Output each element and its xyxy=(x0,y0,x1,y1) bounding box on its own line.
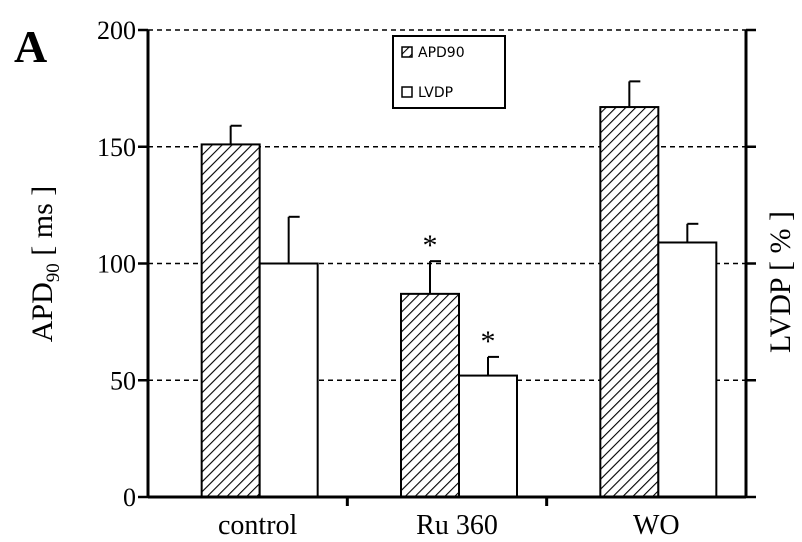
y-tick-label-50: 50 xyxy=(110,366,136,395)
bar-apd90-1 xyxy=(400,292,460,499)
x-tick-label-0: control xyxy=(218,510,298,541)
y-tick-label-150: 150 xyxy=(97,133,136,162)
x-tick-label-1: Ru 360 xyxy=(416,510,498,541)
bar-lvdp-1 xyxy=(458,374,518,498)
legend: APD90 LVDP xyxy=(392,35,506,109)
bar-apd90-0 xyxy=(200,143,261,498)
panel-label: A xyxy=(14,21,47,72)
error-bars: ** xyxy=(229,80,699,376)
bars xyxy=(200,106,718,499)
legend-swatch-lvdp xyxy=(401,86,413,98)
y-tick-label-200: 200 xyxy=(97,16,136,45)
y-axis-label-left: APD90 [ ms ] xyxy=(26,186,64,343)
y-tick-label-0: 0 xyxy=(123,483,136,512)
x-tick-label-2: WO xyxy=(633,510,680,541)
significance-marker-lvdp-1: * xyxy=(481,325,496,358)
bar-apd90-2 xyxy=(599,106,660,499)
bar-lvdp-2 xyxy=(657,241,718,498)
y-tick-label-100: 100 xyxy=(97,250,136,279)
legend-label-apd90: APD90 xyxy=(418,45,465,61)
legend-swatch-apd90 xyxy=(401,46,413,58)
legend-label-lvdp: LVDP xyxy=(418,85,453,101)
bar-lvdp-0 xyxy=(258,262,319,498)
y-axis-label-right: LVDP [ % ] xyxy=(764,211,797,353)
significance-marker-apd90-1: * xyxy=(423,229,438,262)
axis-ticks: 0 50 100 150 200 control Ru 360 WO xyxy=(97,16,756,541)
